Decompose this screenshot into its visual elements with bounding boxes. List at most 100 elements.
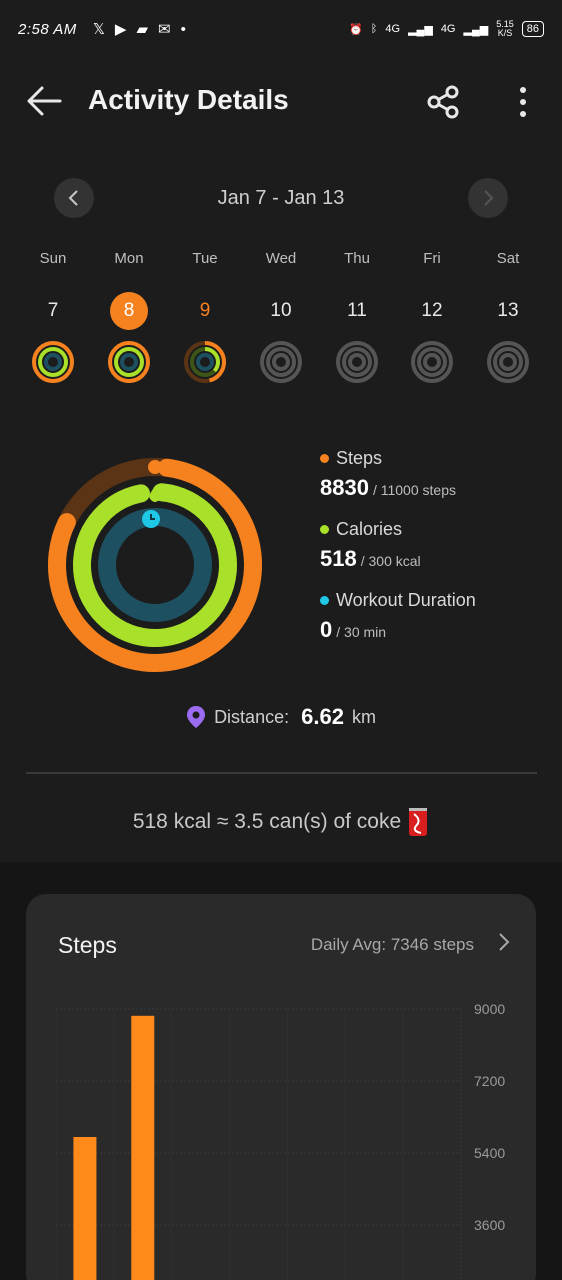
mini-activity-ring-icon [32, 341, 74, 383]
speed-readout: 5.15 K/S [496, 20, 514, 38]
steps-dot [320, 454, 329, 463]
back-button[interactable] [24, 84, 64, 118]
chevron-right-icon[interactable] [496, 930, 512, 954]
mini-activity-ring-icon [108, 341, 150, 383]
steps-card-title: Steps [58, 932, 117, 958]
next-week-button[interactable] [468, 178, 508, 218]
day-name: Mon [114, 250, 144, 267]
day-thu[interactable]: Thu 11 [327, 250, 387, 389]
mini-activity-ring-icon [411, 341, 453, 383]
day-number: 7 [47, 300, 59, 321]
share-button[interactable] [424, 82, 464, 122]
day-name: Fri [423, 250, 441, 267]
steps-label: Steps [336, 448, 383, 468]
week-days: Sun 7 Mon 8 Tue 9 Wed 10 Thu 11 Fri 12 Sat 13 [0, 250, 562, 390]
network-label-1: 4G [385, 23, 401, 35]
signal-icon: ▂▄▆ [408, 23, 433, 36]
workout-summary: Workout Duration 0/ 30 min [320, 590, 550, 643]
workout-goal: / 30 min [336, 624, 387, 640]
day-number: 11 [347, 300, 367, 321]
calories-value: 518 [320, 546, 357, 571]
more-options-button[interactable] [508, 82, 538, 122]
share-icon [427, 85, 459, 119]
location-pin-icon [187, 706, 206, 728]
day-sat[interactable]: Sat 13 [478, 250, 538, 389]
day-number: 13 [497, 300, 519, 321]
back-arrow-icon [27, 86, 62, 116]
chevron-left-icon [68, 190, 78, 206]
y-tick-label: 5400 [474, 1145, 505, 1161]
distance-unit: km [351, 706, 376, 727]
day-name: Wed [265, 250, 297, 267]
mini-activity-ring-icon [184, 341, 226, 383]
day-number: 10 [270, 300, 292, 321]
battery-icon: 86 [521, 21, 544, 37]
speed-value: 5.15 [496, 19, 514, 29]
workout-label: Workout Duration [336, 590, 476, 610]
signal-icon: ▂▄▆ [463, 23, 489, 36]
steps-value: 8830 [320, 475, 369, 500]
week-navigation: Jan 7 - Jan 13 [0, 176, 562, 222]
mini-activity-ring-icon [487, 341, 529, 383]
coke-can-icon [409, 808, 428, 836]
alarm-icon: ⏰ [349, 23, 363, 36]
mini-activity-ring-icon [260, 341, 302, 383]
calories-summary: Calories 518/ 300 kcal [320, 519, 550, 572]
workout-dot [320, 596, 329, 605]
distance-value: 6.62 [301, 704, 344, 729]
day-name: Sat [496, 250, 520, 267]
mail-icon: ✉ [158, 21, 171, 38]
bluetooth-icon: ᛒ [370, 23, 378, 35]
steps-goal: / 11000 steps [372, 482, 456, 498]
calories-dot [320, 525, 329, 534]
steps-bar-chart: 90007200540036001800 [56, 1001, 505, 1280]
divider [26, 772, 537, 774]
x-app-icon: 𝕏 [92, 21, 105, 38]
bar-mon[interactable] [131, 1015, 155, 1280]
distance-label: Distance: [214, 706, 290, 727]
calorie-equivalent: 518 kcal ≈ 3.5 can(s) of coke [0, 806, 562, 838]
distance-row: Distance: 6.62 km [0, 704, 562, 730]
previous-week-button[interactable] [54, 178, 94, 218]
steps-summary: Steps 8830/ 11000 steps [320, 448, 550, 501]
page-title: Activity Details [88, 84, 289, 115]
calories-label: Calories [336, 519, 403, 539]
workout-value: 0 [320, 617, 333, 642]
mini-activity-ring-icon [336, 341, 378, 383]
chat-icon: ▰ [136, 21, 148, 38]
coke-text: 518 kcal ≈ 3.5 can(s) of coke [132, 810, 402, 833]
activity-ring [40, 450, 270, 680]
chevron-right-icon [484, 190, 494, 206]
y-tick-label: 3600 [474, 1217, 505, 1233]
day-number: 9 [199, 300, 211, 321]
app-bar: Activity Details [0, 70, 562, 132]
y-tick-label: 9000 [474, 1001, 505, 1017]
day-number: 8 [110, 292, 148, 330]
system-icons: ⏰ ᛒ 4G ▂▄▆ 4G ▂▄▆ 5.15 K/S 86 [349, 20, 544, 38]
calories-goal: / 300 kcal [360, 553, 421, 569]
day-sun[interactable]: Sun 7 [23, 250, 83, 389]
activity-legend: Steps 8830/ 11000 steps Calories 518/ 30… [320, 448, 550, 661]
notification-icons: 𝕏 ▶ ▰ ✉ • [92, 20, 186, 39]
day-name: Thu [344, 250, 370, 267]
day-wed[interactable]: Wed 10 [251, 250, 311, 389]
y-tick-label: 7200 [474, 1073, 505, 1089]
speed-unit: K/S [497, 28, 513, 38]
media-icon: ▶ [114, 21, 127, 38]
day-name: Tue [192, 250, 218, 267]
network-label-2: 4G [440, 23, 456, 35]
status-bar: 2:58 AM 𝕏 ▶ ▰ ✉ • ⏰ ᛒ 4G ▂▄▆ 4G ▂▄▆ 5.15… [0, 0, 562, 58]
bar-sun[interactable] [73, 1137, 97, 1280]
dot-icon: • [180, 20, 186, 38]
steps-daily-average: Daily Avg: 7346 steps [310, 935, 474, 954]
day-number: 12 [421, 300, 443, 321]
day-tue[interactable]: Tue 9 [175, 250, 235, 389]
day-fri[interactable]: Fri 12 [402, 250, 462, 389]
day-name: Sun [39, 250, 67, 267]
more-vertical-icon [520, 87, 526, 117]
flame-icon [149, 487, 161, 502]
shoe-icon [148, 460, 162, 474]
status-time: 2:58 AM [18, 20, 77, 38]
steps-card[interactable]: Steps Daily Avg: 7346 steps 9000 7200 5400… [26, 894, 536, 1280]
day-mon[interactable]: Mon 8 [99, 250, 159, 389]
